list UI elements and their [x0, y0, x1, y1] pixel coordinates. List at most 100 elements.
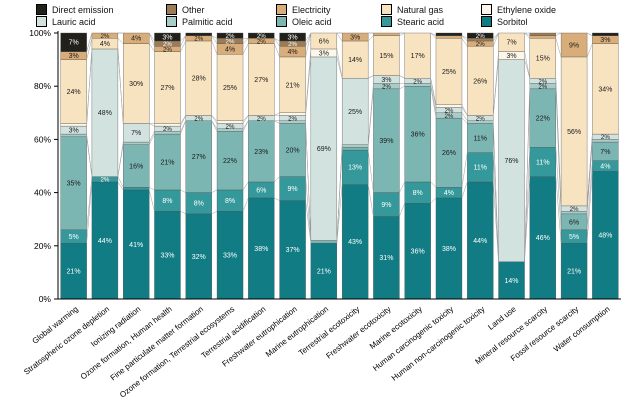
segment-sorbitol	[341, 184, 369, 300]
legend-swatch-palmitic-acid	[166, 16, 177, 27]
segment-ethylene-oxide	[60, 123, 87, 127]
segment-sorbitol	[154, 211, 181, 300]
y-tick-label: 80%	[34, 81, 51, 91]
legend-swatch-other	[166, 4, 177, 15]
connector-line	[336, 184, 343, 244]
connector-line	[117, 142, 124, 177]
segment-label: 5%	[69, 234, 79, 241]
segment-sorbitol	[498, 261, 525, 300]
stacked-bar-plot: 21% 44% 41% 33% 32% 33% 38% 37% 21% 43% 31% 36% 38% 4…	[22, 28, 621, 400]
segment-label: 27%	[160, 85, 174, 92]
connector-line	[493, 51, 499, 116]
legend-item-oleic-acid: Oleic acid	[276, 16, 381, 27]
segment-label: 8%	[413, 190, 423, 197]
connector-line	[242, 115, 249, 121]
connector-line	[524, 32, 530, 39]
segment-direct-emission	[435, 32, 463, 36]
segment-label: 4%	[131, 36, 141, 43]
connector-line	[493, 120, 499, 262]
segment-label: 28%	[192, 76, 206, 83]
connector-line	[461, 117, 468, 124]
connector-line	[461, 35, 468, 42]
segment-palmitic-acid	[123, 141, 150, 145]
legend-item-stearic-acid: Stearic acid	[381, 16, 481, 27]
segment-label: 25%	[223, 85, 237, 92]
connector-line	[367, 184, 374, 217]
connector-line	[211, 35, 218, 39]
segment-label: 31%	[379, 255, 393, 262]
segment-label: 4%	[100, 41, 110, 48]
segment-oleic-acid	[60, 136, 87, 231]
connector-line	[368, 75, 374, 79]
segment-label: 16%	[129, 163, 143, 170]
x-tick-label: Ozone formation, Terrestrial ecosystems	[118, 304, 236, 399]
connector-line	[274, 112, 280, 116]
segment-label: 11%	[474, 135, 488, 142]
segment-electricity	[560, 32, 588, 58]
connector-line	[336, 32, 343, 42]
segment-label: 69%	[317, 146, 331, 153]
segment-label: 7%	[131, 130, 141, 137]
legend-label: Lauric acid	[52, 16, 96, 27]
segment-label: 2%	[257, 38, 266, 45]
segment-label: 38%	[442, 246, 456, 253]
y-tick-label: 40%	[34, 188, 51, 198]
connector-line	[211, 35, 218, 44]
segment-label: 21%	[567, 268, 581, 275]
connector-line	[586, 43, 593, 58]
connector-line	[524, 59, 531, 79]
legend-label: Other	[182, 4, 205, 15]
legend-row-2: Lauric acid Palmitic acid Oleic acid Steari…	[36, 16, 591, 27]
connector-line	[180, 40, 186, 52]
segment-label: 4%	[444, 190, 454, 197]
segment-label: 15%	[536, 56, 550, 63]
connector-line	[586, 32, 593, 36]
legend-item-lauric-acid: Lauric acid	[36, 16, 166, 27]
segment-electricity	[435, 35, 463, 39]
legend-row-1: Direct emission Other Electricity Natural g…	[36, 4, 591, 15]
connector-line	[242, 43, 249, 55]
connector-line	[461, 152, 468, 188]
segment-label: 43%	[348, 239, 362, 246]
segment-natural-gas	[154, 51, 181, 124]
segment-label: 2%	[538, 78, 547, 85]
connector-line	[461, 112, 468, 121]
legend-label: Direct emission	[52, 4, 114, 15]
connector-line	[524, 32, 530, 36]
segment-natural-gas	[467, 46, 494, 116]
connector-line	[211, 189, 218, 193]
segment-label: 3%	[506, 53, 516, 60]
segment-natural-gas	[341, 40, 369, 79]
connector-line	[242, 120, 249, 129]
connector-line	[555, 78, 562, 206]
segment-label: 8%	[225, 198, 235, 205]
connector-line	[493, 32, 499, 39]
segment-label: 9%	[288, 186, 298, 193]
segment-label: 2%	[257, 33, 266, 40]
segment-oleic-acid	[373, 88, 400, 193]
segment-palmitic-acid	[341, 144, 369, 148]
segment-label: 26%	[473, 78, 487, 85]
segment-label: 21%	[286, 82, 300, 89]
segment-label: 27%	[192, 154, 206, 161]
segment-label: 2%	[194, 36, 203, 43]
segment-natural-gas	[123, 43, 150, 124]
segment-label: 46%	[536, 235, 550, 242]
legend-label: Ethylene oxide	[497, 4, 557, 15]
connector-line	[305, 120, 312, 241]
connector-line	[430, 86, 437, 119]
segment-label: 2%	[538, 84, 547, 91]
connector-line	[274, 38, 280, 42]
segment-label: 2%	[601, 134, 610, 141]
segment-label: 3%	[288, 34, 298, 41]
connector-line	[242, 115, 249, 124]
legend-swatch-ethylene-oxide	[481, 4, 492, 15]
segment-label: 9%	[569, 42, 579, 49]
y-tick-labels: 0% 20% 40% 60% 80% 100%	[29, 28, 51, 304]
connector-line	[430, 78, 437, 105]
connector-line	[148, 43, 155, 52]
segment-oleic-acid	[154, 133, 181, 191]
segment-direct-emission	[248, 32, 275, 39]
segment-natural-gas	[498, 32, 525, 52]
